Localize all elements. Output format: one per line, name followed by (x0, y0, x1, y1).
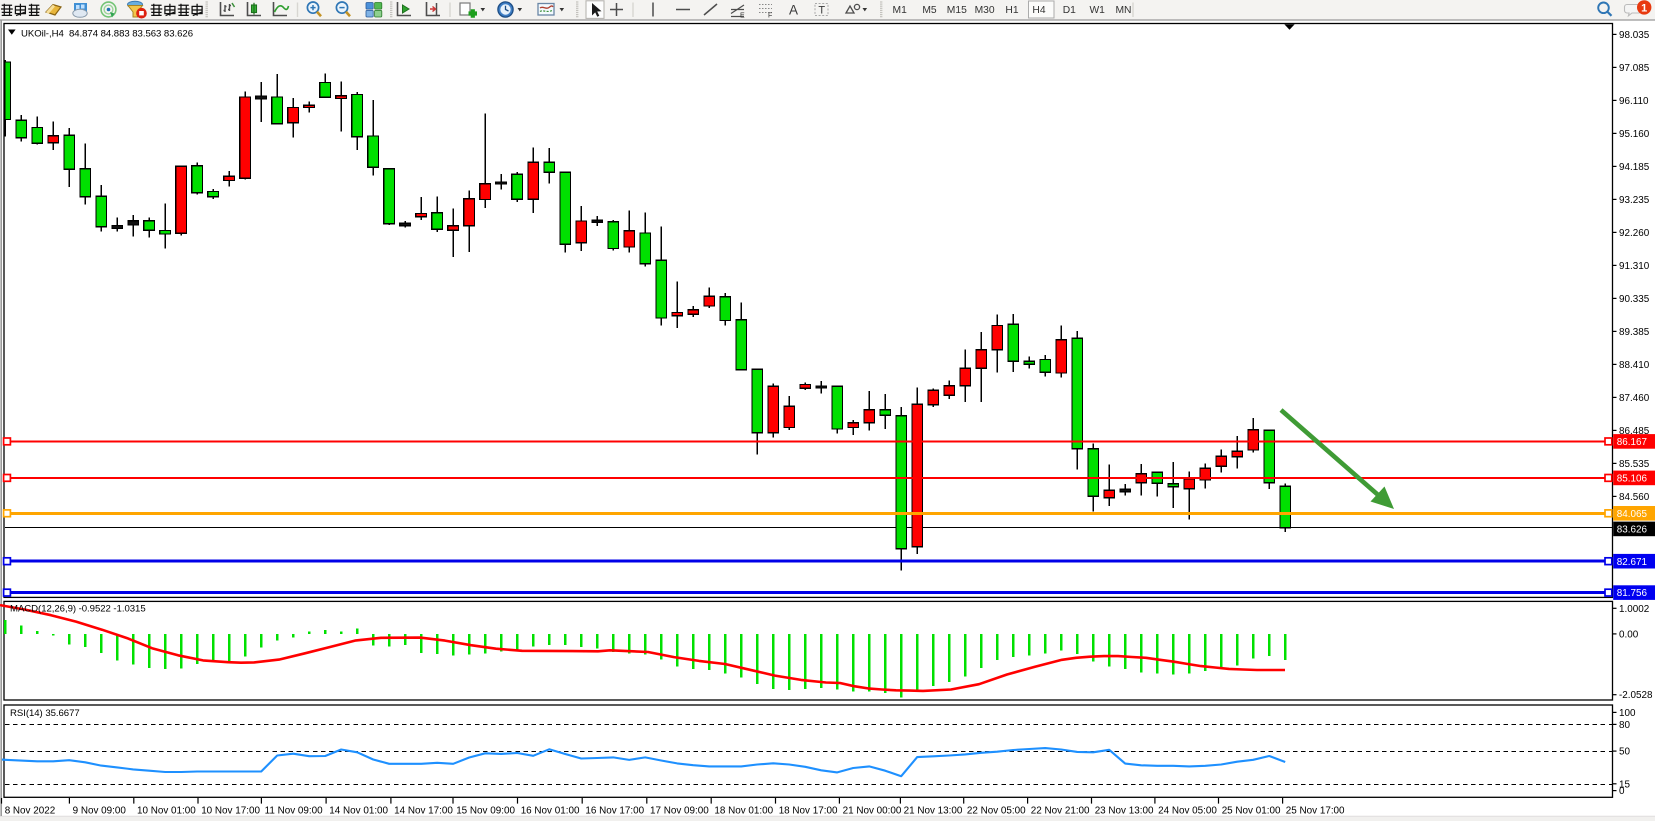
svg-text:A: A (789, 3, 798, 18)
svg-text:22 Nov 21:00: 22 Nov 21:00 (1031, 806, 1090, 817)
svg-text:-2.0528: -2.0528 (1619, 690, 1653, 701)
svg-text:14 Nov 01:00: 14 Nov 01:00 (329, 806, 388, 817)
svg-text:81.756: 81.756 (1617, 588, 1648, 599)
svg-text:1.0002: 1.0002 (1619, 604, 1649, 615)
svg-text:85.535: 85.535 (1619, 459, 1650, 470)
svg-text:80: 80 (1619, 720, 1630, 731)
svg-text:16 Nov 01:00: 16 Nov 01:00 (521, 806, 580, 817)
svg-text:97.085: 97.085 (1619, 63, 1650, 74)
svg-text:F: F (768, 13, 772, 20)
svg-text:M5: M5 (922, 5, 937, 16)
svg-text:50: 50 (1619, 747, 1630, 758)
svg-text:D1: D1 (1063, 5, 1076, 16)
svg-text:89.385: 89.385 (1619, 327, 1650, 338)
svg-text:10 Nov 17:00: 10 Nov 17:00 (201, 806, 260, 817)
svg-text:84.560: 84.560 (1619, 492, 1650, 503)
svg-text:98.035: 98.035 (1619, 30, 1650, 41)
svg-text:11 Nov 09:00: 11 Nov 09:00 (265, 806, 324, 817)
svg-text:0: 0 (1619, 786, 1625, 797)
svg-text:15: 15 (1619, 779, 1630, 790)
svg-text:H4: H4 (1032, 5, 1045, 16)
svg-text:92.260: 92.260 (1619, 228, 1650, 239)
svg-text:91.310: 91.310 (1619, 261, 1650, 272)
svg-text:T: T (818, 5, 825, 17)
svg-text:9 Nov 09:00: 9 Nov 09:00 (73, 806, 127, 817)
svg-text:90.335: 90.335 (1619, 294, 1650, 305)
svg-text:17 Nov 09:00: 17 Nov 09:00 (650, 806, 709, 817)
svg-text:H1: H1 (1005, 5, 1018, 16)
svg-text:21 Nov 13:00: 21 Nov 13:00 (904, 806, 963, 817)
svg-text:86.485: 86.485 (1619, 426, 1650, 437)
svg-text:MACD(12,26,9) -0.9522 -1.0315: MACD(12,26,9) -0.9522 -1.0315 (10, 604, 146, 615)
svg-text:14 Nov 17:00: 14 Nov 17:00 (394, 806, 453, 817)
svg-text:85.106: 85.106 (1617, 474, 1648, 485)
svg-text:1: 1 (1641, 2, 1647, 14)
svg-text:8 Nov 2022: 8 Nov 2022 (5, 806, 56, 817)
svg-text:M1: M1 (893, 5, 908, 16)
svg-text:83.626: 83.626 (1617, 525, 1648, 536)
svg-text:10 Nov 01:00: 10 Nov 01:00 (137, 806, 196, 817)
svg-text:25 Nov 17:00: 25 Nov 17:00 (1286, 806, 1345, 817)
svg-text:94.185: 94.185 (1619, 162, 1650, 173)
svg-text:MN: MN (1115, 5, 1131, 16)
svg-text:22 Nov 05:00: 22 Nov 05:00 (967, 806, 1026, 817)
svg-text:25 Nov 01:00: 25 Nov 01:00 (1222, 806, 1281, 817)
svg-text:82.671: 82.671 (1617, 557, 1648, 568)
svg-text:87.460: 87.460 (1619, 393, 1650, 404)
svg-text:96.110: 96.110 (1619, 96, 1649, 107)
svg-text:W1: W1 (1089, 5, 1105, 16)
svg-text:88.410: 88.410 (1619, 360, 1650, 371)
svg-text:100: 100 (1619, 708, 1636, 719)
svg-text:18 Nov 17:00: 18 Nov 17:00 (779, 806, 838, 817)
svg-text:RSI(14) 35.6677: RSI(14) 35.6677 (10, 708, 80, 719)
svg-text:UKOil-,H4 84.874 84.883 83.56: UKOil-,H4 84.874 84.883 83.563 83.626 (21, 29, 193, 40)
svg-text:M30: M30 (975, 5, 995, 16)
svg-text:15 Nov 09:00: 15 Nov 09:00 (456, 806, 515, 817)
svg-text:93.235: 93.235 (1619, 195, 1650, 206)
svg-text:86.167: 86.167 (1617, 437, 1647, 448)
svg-text:21 Nov 00:00: 21 Nov 00:00 (843, 806, 902, 817)
svg-text:95.160: 95.160 (1619, 129, 1650, 140)
svg-text:84.065: 84.065 (1617, 509, 1648, 520)
svg-text:18 Nov 01:00: 18 Nov 01:00 (714, 806, 773, 817)
svg-text:24 Nov 05:00: 24 Nov 05:00 (1158, 806, 1217, 817)
svg-text:23 Nov 13:00: 23 Nov 13:00 (1095, 806, 1154, 817)
svg-text:0.00: 0.00 (1619, 629, 1639, 640)
svg-text:E: E (740, 13, 745, 20)
svg-text:M15: M15 (947, 5, 967, 16)
svg-text:16 Nov 17:00: 16 Nov 17:00 (585, 806, 644, 817)
